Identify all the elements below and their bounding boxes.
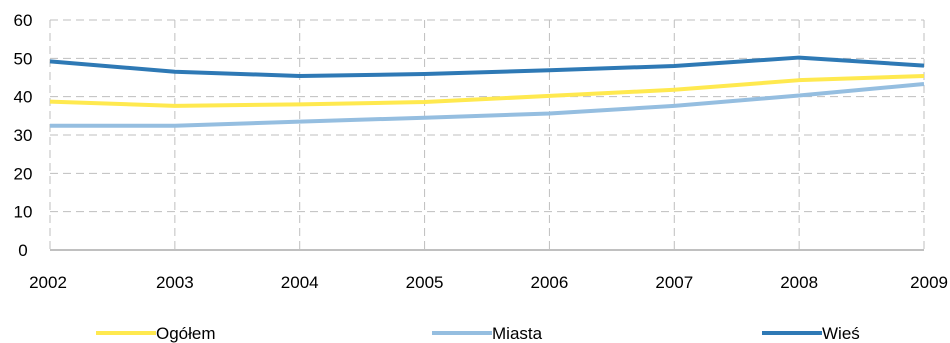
series-lines (49, 55, 925, 128)
series-line-2 (50, 82, 925, 128)
y-axis-ticks: 0 10 20 30 40 50 60 (14, 11, 33, 260)
x-tick-label: 2008 (780, 273, 818, 292)
legend-label-2: Miasta (492, 324, 543, 343)
y-tick-label: 20 (14, 164, 33, 183)
x-tick-label: 2007 (655, 273, 693, 292)
grid (49, 19, 925, 250)
x-tick-label: 2003 (156, 273, 194, 292)
y-tick-label: 0 (18, 241, 27, 260)
y-tick-label: 40 (14, 88, 33, 107)
y-tick-label: 60 (14, 11, 33, 30)
x-tick-label: 2005 (406, 273, 444, 292)
legend: Ogółem Miasta Wieś (96, 324, 860, 343)
x-tick-label: 2006 (531, 273, 569, 292)
y-tick-label: 30 (14, 126, 33, 145)
legend-label-3: Wieś (822, 324, 860, 343)
x-tick-label: 2002 (29, 273, 67, 292)
y-tick-label: 10 (14, 203, 33, 222)
x-tick-label: 2009 (910, 273, 948, 292)
x-axis-ticks: 2002 2003 2004 2005 2006 2007 2008 2009 (29, 273, 948, 292)
series-line-1 (49, 73, 925, 108)
series-line-3 (49, 55, 925, 78)
x-tick-label: 2004 (281, 273, 319, 292)
y-tick-label: 50 (14, 49, 33, 68)
legend-label-1: Ogółem (156, 324, 216, 343)
